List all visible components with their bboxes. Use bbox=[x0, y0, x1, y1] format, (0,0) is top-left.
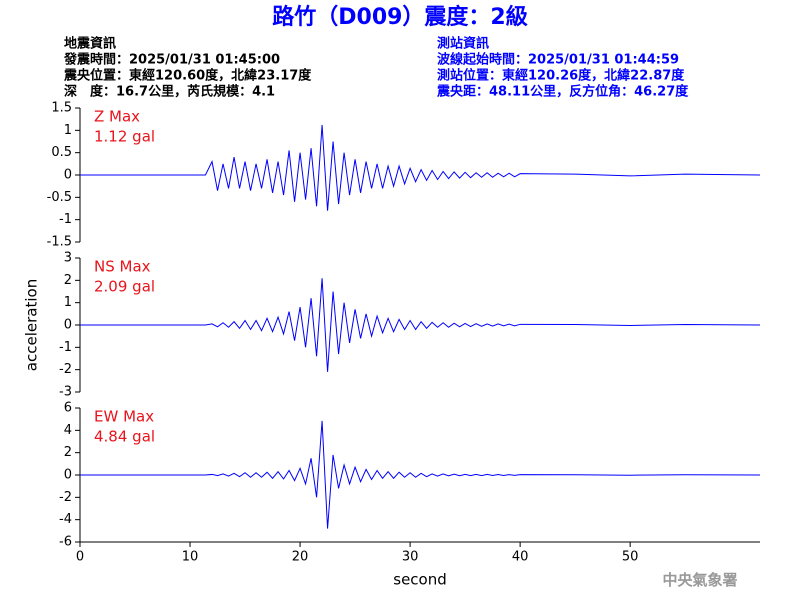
y-tick-label: -0.5 bbox=[47, 190, 72, 205]
x-tick-label: 50 bbox=[622, 550, 639, 565]
y-tick-label: 1 bbox=[64, 123, 72, 138]
trace bbox=[80, 278, 761, 372]
y-tick-label: -2 bbox=[59, 490, 72, 505]
y-tick-label: 2 bbox=[64, 445, 72, 460]
y-tick-label: 1 bbox=[64, 295, 72, 310]
info-line: 波線起始時間：2025/01/31 01:44:59 bbox=[437, 52, 679, 68]
y-tick-label: 0 bbox=[64, 168, 72, 183]
chart-title: 路竹（D009）震度：2級 bbox=[272, 4, 528, 30]
y-tick-label: -1 bbox=[59, 340, 72, 355]
y-axis-label: acceleration bbox=[23, 279, 41, 371]
y-tick-label: 0 bbox=[64, 318, 72, 333]
footer: 中央氣象署 bbox=[662, 571, 737, 589]
info-line: 發震時間：2025/01/31 01:45:00 bbox=[63, 52, 280, 68]
y-tick-label: 0.5 bbox=[51, 145, 72, 160]
y-tick-label: 0 bbox=[64, 468, 72, 483]
x-tick-label: 0 bbox=[76, 550, 84, 565]
y-tick-label: 3 bbox=[64, 251, 72, 266]
station-info: 測站資訊 波線起始時間：2025/01/31 01:44:59 測站位置：東經1… bbox=[436, 36, 689, 100]
x-tick-label: 10 bbox=[182, 550, 199, 565]
trace bbox=[80, 124, 761, 211]
info-line: 地震資訊 bbox=[64, 36, 116, 52]
annotation: NS Max bbox=[94, 258, 151, 276]
x-tick-label: 20 bbox=[292, 550, 309, 565]
event-info: 地震資訊 發震時間：2025/01/31 01:45:00 震央位置：東經120… bbox=[63, 36, 312, 100]
x-tick-label: 40 bbox=[512, 550, 529, 565]
info-line: 震央距：48.11公里，反方位角：46.27度 bbox=[436, 84, 689, 100]
annotation: 2.09 gal bbox=[94, 278, 155, 296]
y-tick-label: 2 bbox=[64, 273, 72, 288]
y-tick-label: 6 bbox=[64, 401, 72, 416]
annotation: EW Max bbox=[94, 408, 154, 426]
annotation: 1.12 gal bbox=[94, 128, 155, 146]
y-tick-label: -3 bbox=[59, 385, 72, 400]
info-line: 深 度：16.7公里，芮氏規模：4.1 bbox=[64, 84, 275, 100]
x-tick-label: 30 bbox=[402, 550, 419, 565]
trace bbox=[80, 420, 761, 529]
y-tick-label: 4 bbox=[64, 423, 72, 438]
x-axis-label: second bbox=[393, 571, 447, 589]
info-line: 測站位置：東經120.26度，北緯22.87度 bbox=[437, 68, 685, 84]
y-tick-label: -4 bbox=[59, 512, 72, 527]
annotation: Z Max bbox=[94, 108, 140, 126]
y-tick-label: -6 bbox=[59, 535, 72, 550]
info-line: 震央位置：東經120.60度，北緯23.17度 bbox=[63, 68, 312, 84]
y-tick-label: -1 bbox=[59, 212, 72, 227]
y-tick-label: 1.5 bbox=[51, 101, 72, 116]
y-tick-label: -2 bbox=[59, 362, 72, 377]
annotation: 4.84 gal bbox=[94, 428, 155, 446]
y-tick-label: -1.5 bbox=[47, 235, 72, 250]
info-line: 測站資訊 bbox=[437, 36, 489, 52]
